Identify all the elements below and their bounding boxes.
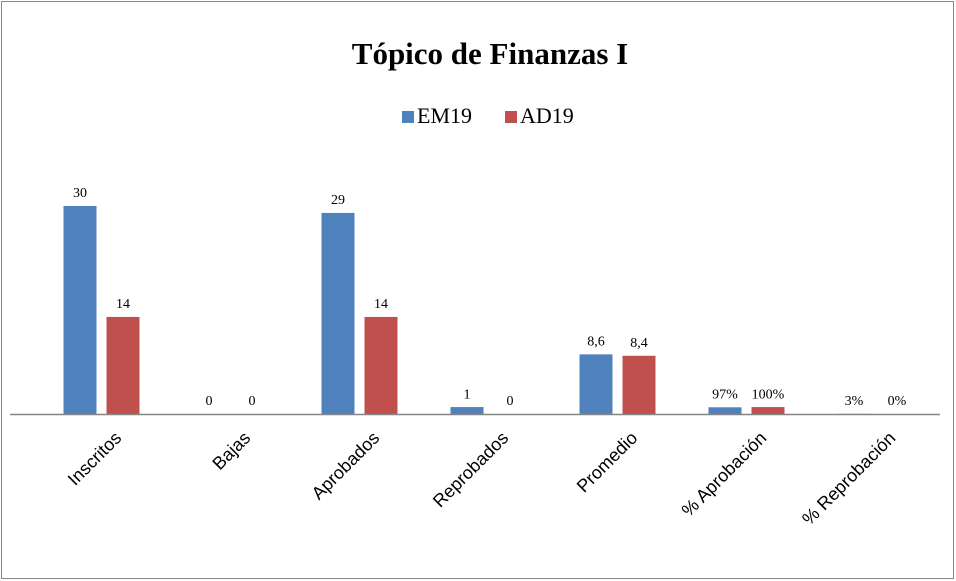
data-label: 14	[116, 297, 130, 312]
bar	[450, 407, 484, 414]
bar	[106, 316, 140, 414]
data-label: 30	[73, 186, 87, 201]
data-label: 29	[331, 193, 345, 208]
bar	[63, 206, 97, 414]
data-label: 0%	[888, 394, 907, 409]
legend-label: EM19	[417, 103, 472, 128]
bar	[321, 212, 355, 414]
data-label: 3%	[845, 394, 864, 409]
legend-swatch	[505, 111, 517, 123]
legend-label: AD19	[520, 103, 574, 128]
bar	[364, 316, 398, 414]
data-label: 1	[464, 387, 471, 402]
data-label: 8,4	[630, 336, 648, 351]
data-label: 97%	[712, 387, 738, 402]
data-label: 100%	[752, 387, 785, 402]
data-label: 0	[507, 394, 514, 409]
bar	[622, 355, 656, 414]
legend-swatch	[402, 111, 414, 123]
data-label: 8,6	[587, 335, 605, 350]
data-label: 0	[249, 394, 256, 409]
data-label: 14	[374, 297, 388, 312]
bar	[579, 354, 613, 414]
bar	[751, 407, 785, 414]
bar	[708, 407, 742, 414]
chart-title: Tópico de Finanzas I	[352, 36, 628, 71]
data-label: 0	[206, 394, 213, 409]
